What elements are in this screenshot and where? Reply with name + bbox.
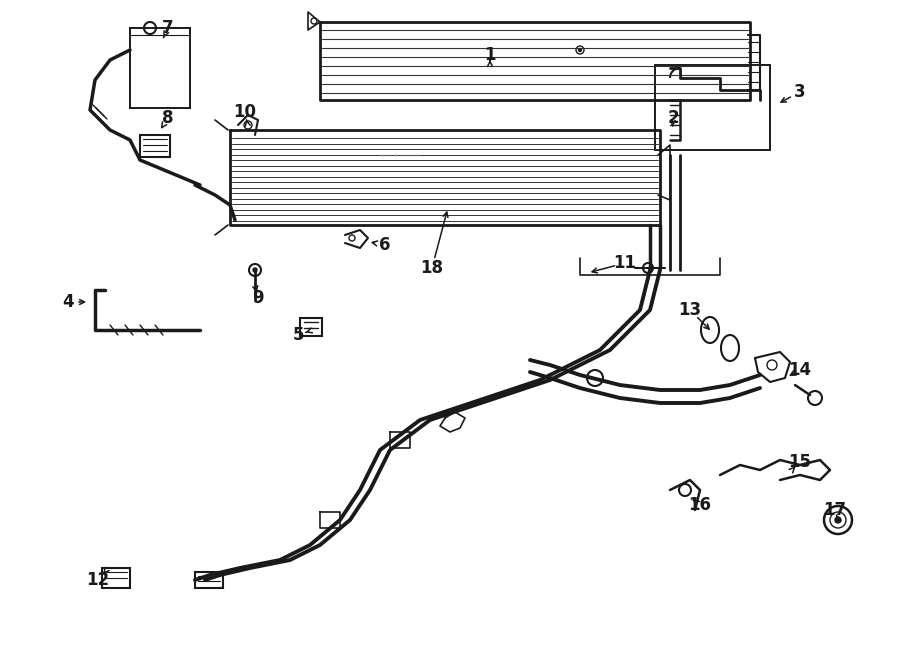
- Bar: [655, 65, 770, 150]
- Text: 9: 9: [252, 289, 264, 307]
- Bar: [140, 135, 170, 157]
- Circle shape: [835, 517, 841, 523]
- Circle shape: [579, 48, 581, 52]
- Text: 8: 8: [162, 109, 174, 127]
- Text: 15: 15: [788, 453, 812, 471]
- Bar: [130, 28, 190, 108]
- Text: 2: 2: [667, 109, 679, 127]
- Text: 12: 12: [86, 571, 110, 589]
- Text: 13: 13: [679, 301, 702, 319]
- Text: 18: 18: [420, 259, 444, 277]
- Text: 14: 14: [788, 361, 812, 379]
- Bar: [195, 572, 223, 588]
- Text: 10: 10: [233, 103, 256, 121]
- Text: 16: 16: [688, 496, 712, 514]
- Text: 7: 7: [162, 19, 174, 37]
- Text: 3: 3: [794, 83, 806, 101]
- Bar: [102, 568, 130, 588]
- Bar: [300, 318, 322, 336]
- Text: 6: 6: [379, 236, 391, 254]
- Text: 4: 4: [62, 293, 74, 311]
- Text: 11: 11: [614, 254, 636, 272]
- Text: 1: 1: [484, 46, 496, 64]
- Circle shape: [253, 268, 257, 272]
- Text: 5: 5: [292, 326, 304, 344]
- Text: 17: 17: [824, 501, 847, 519]
